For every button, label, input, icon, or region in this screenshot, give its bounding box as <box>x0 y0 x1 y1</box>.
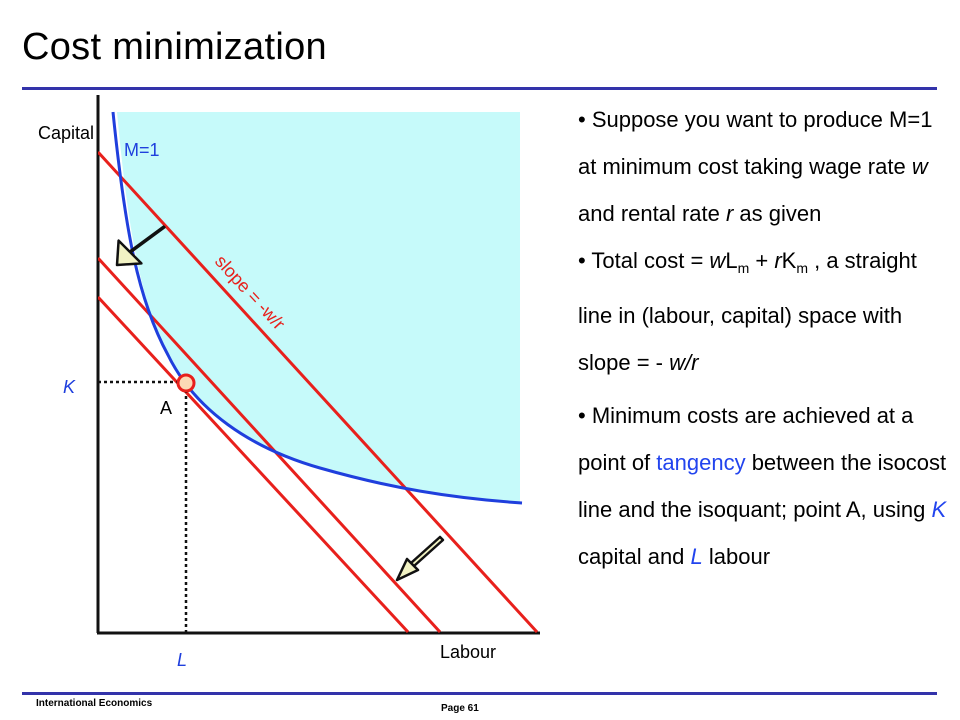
tangency-point-a <box>176 373 196 393</box>
bullet-2-mid: , a straight line in (labour, capital) s… <box>578 248 917 375</box>
bullet-2-text: • Total cost = <box>578 248 710 273</box>
feasible-region <box>117 112 520 502</box>
bullet-3-mid: between the isocost line and the isoquan… <box>578 450 947 522</box>
cost-decrease-arrow-lower <box>395 535 445 582</box>
y-axis-label: Capital <box>38 123 94 143</box>
isoquant-label: M=1 <box>124 140 160 160</box>
isocost-line-high <box>98 150 539 633</box>
bullet-suppose: • Suppose you want to produce M=1 at min… <box>578 96 948 237</box>
bullet-1-suffix: as given <box>733 201 822 226</box>
bullet-minimum-costs: • Minimum costs are achieved at a point … <box>578 392 948 580</box>
course-name: International Economics <box>36 698 153 709</box>
bullet-3-mid2: capital and <box>578 544 691 569</box>
bullet-total-cost: • Total cost = wLm + rKm , a straight li… <box>578 237 948 386</box>
labour-highlight: L <box>690 544 703 569</box>
k-quantity-label: K <box>63 377 76 397</box>
bullet-1-text: • Suppose you want to produce M=1 at min… <box>578 107 933 179</box>
wage-symbol: w <box>709 248 726 273</box>
wage-symbol: w <box>911 154 928 179</box>
x-axis-label: Labour <box>440 642 496 662</box>
slide-title: Cost minimization <box>22 26 327 68</box>
point-a-label: A <box>160 398 172 418</box>
l-quantity-label: L <box>177 650 187 670</box>
tangency-highlight: tangency <box>656 450 746 475</box>
capital-symbol: K <box>781 248 797 273</box>
plus-sign: + <box>749 248 775 273</box>
slope-expression: w/r <box>669 350 699 375</box>
labour-symbol: L <box>725 248 738 273</box>
explanation-bullets: • Suppose you want to produce M=1 at min… <box>578 96 948 580</box>
page-number: Page 61 <box>441 703 479 714</box>
bullet-1-mid: and rental rate <box>578 201 726 226</box>
capital-highlight: K <box>931 497 947 522</box>
rental-symbol: r <box>774 248 782 273</box>
capital-subscript: m <box>796 260 808 276</box>
footer-divider <box>22 692 937 695</box>
title-divider <box>22 87 937 90</box>
isocost-line-low <box>98 295 410 633</box>
isocost-line-tangent <box>98 256 442 633</box>
labour-subscript: m <box>737 260 750 276</box>
rental-symbol: r <box>725 201 734 226</box>
bullet-3-suffix: labour <box>702 544 771 569</box>
cost-decrease-arrow-upper <box>115 225 166 267</box>
bullet-3-text: • Minimum costs are achieved at a point … <box>578 403 914 475</box>
